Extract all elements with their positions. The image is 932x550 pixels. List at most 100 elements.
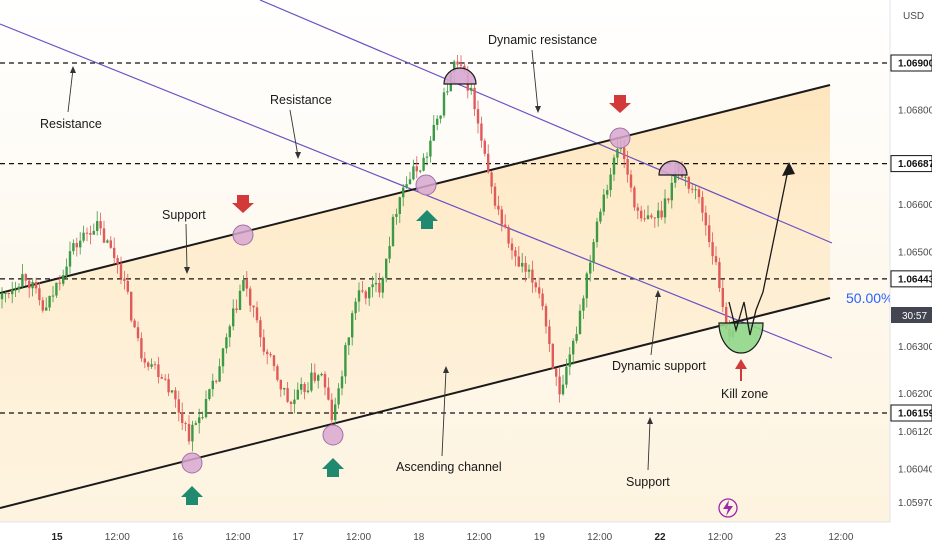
candle-body (211, 380, 214, 390)
candle-body (609, 174, 612, 191)
candle-body (616, 149, 619, 158)
candle-body (4, 292, 7, 294)
time-axis[interactable] (0, 522, 932, 550)
candle-body (194, 423, 197, 425)
candle-body (303, 384, 306, 393)
channel-lower-line[interactable] (0, 297, 831, 509)
candle-body (289, 401, 293, 405)
x-tick-label: 17 (293, 532, 305, 543)
y-tick-label: 1.06800 (898, 106, 932, 117)
top-dome (658, 160, 688, 176)
candle-body (487, 153, 490, 173)
x-tick-label: 12:00 (828, 532, 853, 543)
x-tick-label: 12:00 (225, 532, 250, 543)
candle-body (691, 188, 694, 190)
candle-body (215, 380, 218, 382)
currency-label: USD (903, 11, 924, 22)
green-up-arrow (322, 458, 344, 477)
candle-body (41, 300, 44, 311)
candle-body (725, 306, 728, 329)
candle-body (480, 123, 483, 141)
candle-body (633, 187, 636, 208)
x-tick-label: 12:00 (346, 532, 371, 543)
y-tick-label: 1.06040 (898, 465, 932, 476)
candle-body (48, 296, 51, 308)
x-tick-label: 22 (654, 532, 666, 543)
candle-body (374, 282, 378, 285)
candle-body (323, 373, 327, 388)
x-tick-label: 23 (775, 532, 787, 543)
x-tick-label: 15 (51, 532, 63, 543)
candle-body (602, 194, 605, 212)
candle-body (415, 166, 418, 172)
candle-body (204, 399, 208, 418)
y-tick-label: 1.05970 (898, 498, 932, 509)
candle-body (31, 282, 34, 289)
candle-body (585, 273, 588, 299)
candle-body (646, 215, 650, 219)
candle-body (504, 224, 507, 228)
candle-body (55, 282, 58, 296)
x-tick-label: 12:00 (467, 532, 492, 543)
candle-body (130, 291, 133, 321)
candle-body (153, 364, 157, 366)
dynamic-resistance-line[interactable] (259, 0, 833, 244)
candle-body (79, 240, 82, 248)
candle-body (694, 189, 697, 191)
fib-level-label: 50.00% (846, 290, 893, 306)
candle-body (371, 284, 374, 288)
candle-body (150, 364, 153, 367)
candle-body (405, 184, 408, 188)
candle-body (259, 320, 262, 338)
price-axis[interactable] (890, 0, 932, 522)
candle-body (507, 227, 510, 244)
candle-body (167, 379, 170, 393)
support-left-label: Support (162, 208, 206, 222)
candle-body (160, 377, 163, 379)
y-tick-label: 1.06900 (898, 59, 932, 70)
channel-upper-line[interactable] (0, 84, 831, 294)
price-level-tag (890, 404, 932, 422)
candle-body (663, 198, 667, 218)
candle-body (306, 390, 310, 393)
candle-body (221, 348, 225, 367)
candle-body (561, 384, 565, 395)
candle-body (276, 366, 279, 380)
candle-body (711, 242, 714, 257)
candle-body (697, 189, 701, 198)
candle-body (442, 92, 446, 116)
resistance-left-label: Resistance (40, 117, 102, 131)
candle-body (548, 326, 551, 345)
candle-body (157, 364, 160, 378)
dynamic-support-line[interactable] (0, 23, 833, 359)
lightning-icon[interactable] (718, 498, 738, 518)
candle-body (514, 250, 517, 257)
projection-arrow-head (782, 162, 795, 176)
y-tick-label: 1.06200 (898, 389, 932, 400)
candle-body (402, 187, 405, 198)
x-tick-label: 16 (172, 532, 184, 543)
candle-body (446, 91, 449, 93)
support-bottom-label: Support (626, 475, 670, 489)
candle-body (701, 197, 704, 213)
candle-body (34, 282, 38, 289)
ascending-channel-label: Ascending channel (396, 460, 502, 474)
candle-body (177, 399, 180, 413)
candle-body (538, 287, 541, 294)
candle-body (521, 262, 524, 267)
candle-body (89, 232, 92, 235)
candle-body (249, 288, 252, 306)
candle-body (45, 307, 48, 311)
candle-body (0, 293, 4, 300)
candle-body (187, 423, 191, 442)
candle-body (225, 337, 228, 349)
candle-body (582, 298, 585, 311)
candle-body (456, 61, 459, 65)
candle-body (361, 290, 364, 292)
candle-body (558, 376, 561, 395)
candle-body (11, 289, 14, 295)
candle-body (293, 399, 296, 405)
candle-body (82, 232, 85, 241)
